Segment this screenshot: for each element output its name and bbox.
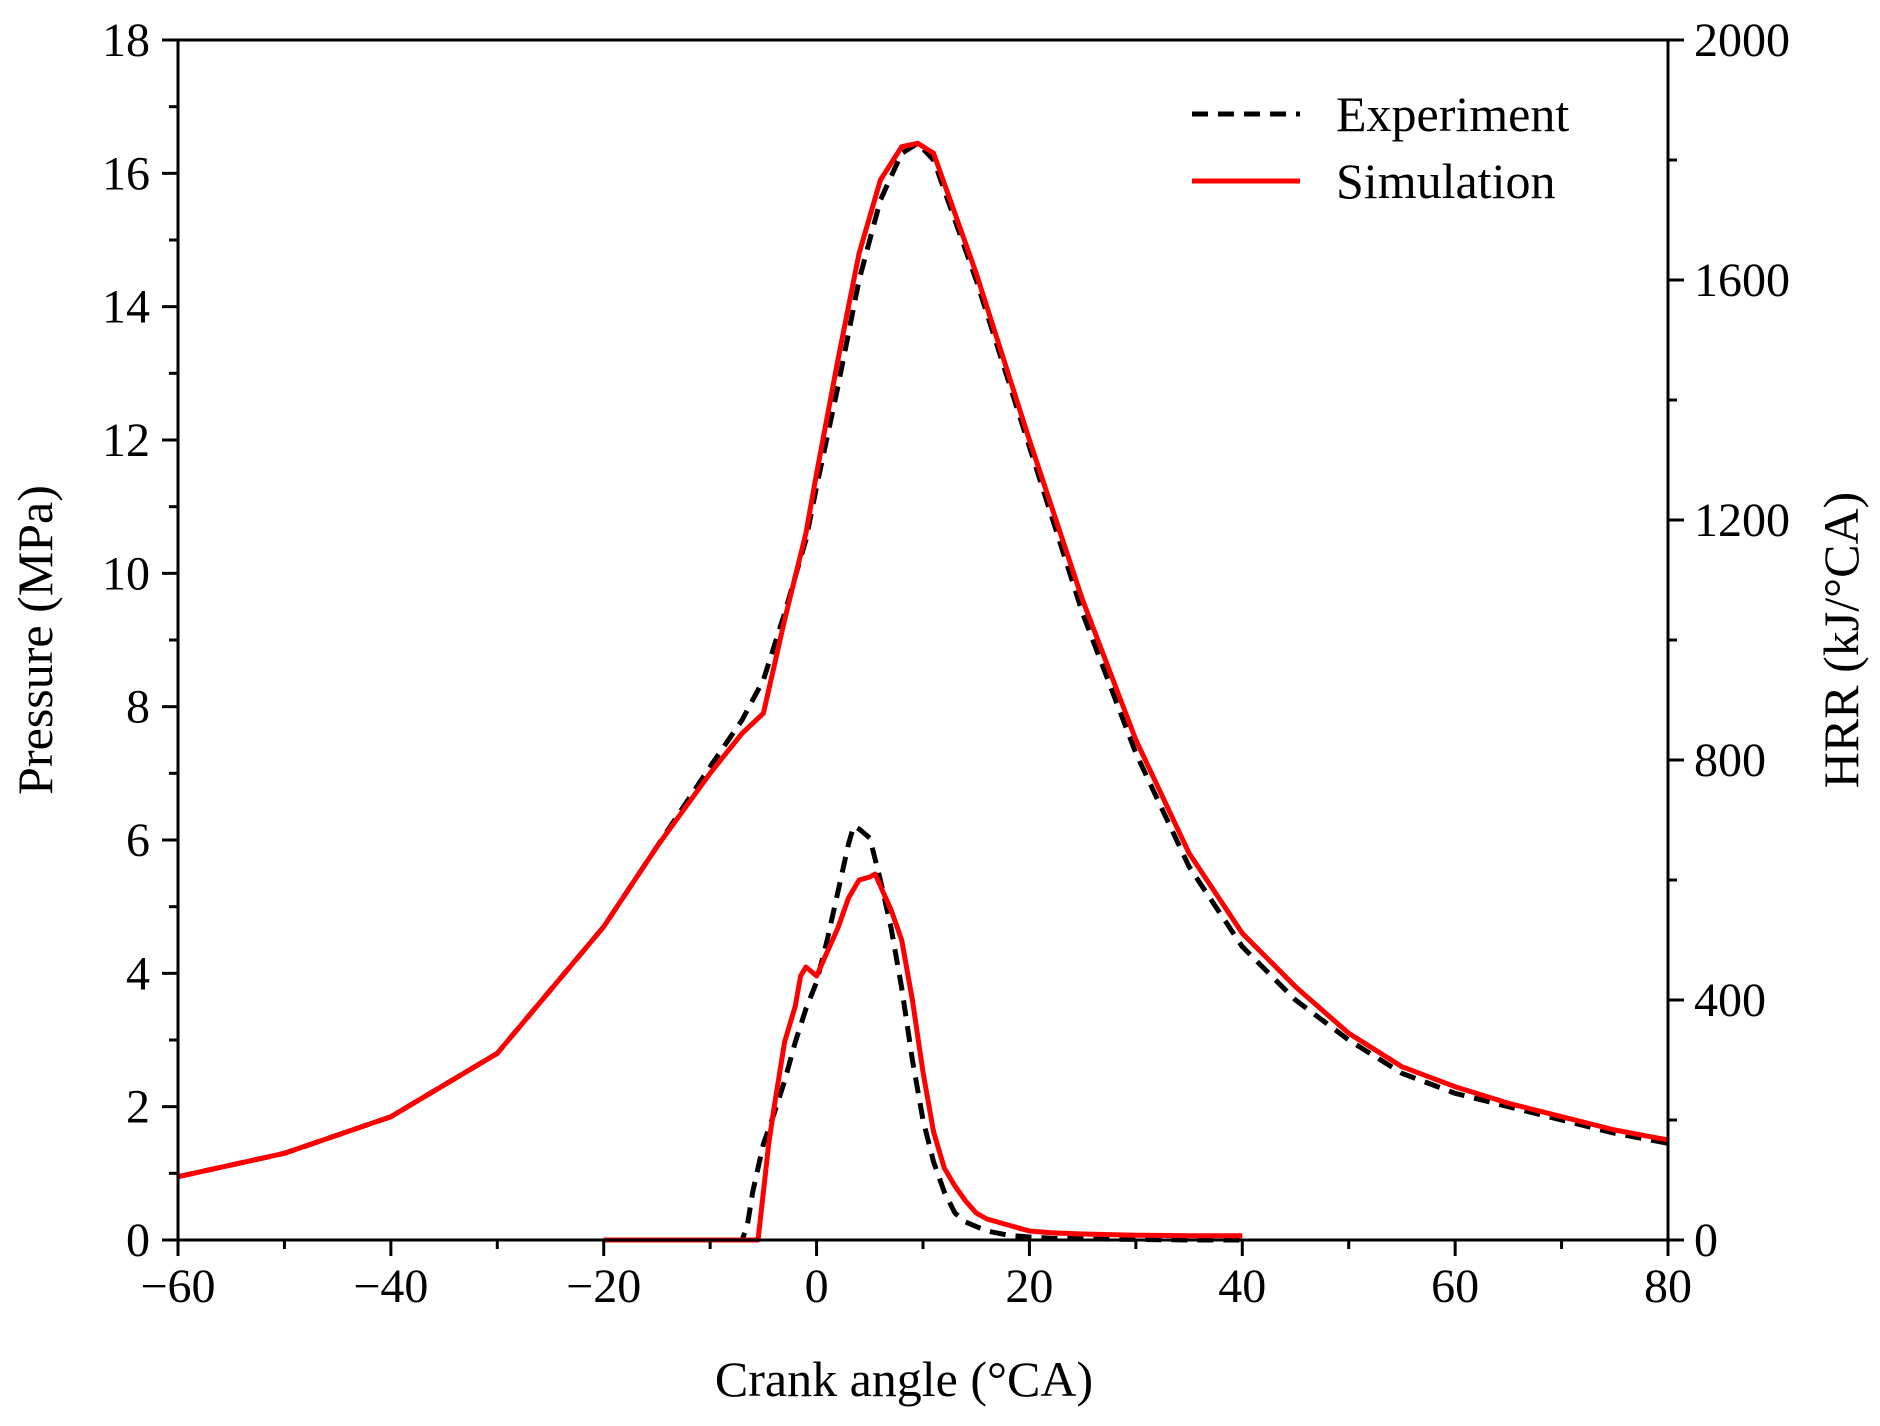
x-tick-label: −40 — [353, 1260, 428, 1313]
y-tick-label: 2 — [126, 1081, 150, 1134]
x-axis-title: Crank angle (°CA) — [715, 1351, 1093, 1407]
y-tick-label: 0 — [126, 1214, 150, 1267]
legend-label-experiment: Experiment — [1336, 86, 1569, 142]
y2-tick-labels: 0 400 800 1200 1600 2000 — [1694, 14, 1790, 1267]
x-tick-label: 20 — [1005, 1260, 1053, 1313]
series-simulation-hrr — [603, 871, 1243, 1243]
y-tick-label: 4 — [126, 947, 150, 1000]
x-tick-label: 40 — [1218, 1260, 1266, 1313]
legend: Experiment Simulation — [1192, 86, 1569, 209]
y-tick-labels: 0 2 4 6 8 10 12 14 16 18 — [102, 14, 150, 1267]
x-tick-label: −20 — [566, 1260, 641, 1313]
y-tick-label: 16 — [102, 147, 150, 200]
series-simulation-pressure — [177, 140, 1669, 1180]
y2-tick-label: 800 — [1694, 734, 1766, 787]
x-tick-label: −60 — [140, 1260, 215, 1313]
y-tick-label: 12 — [102, 414, 150, 467]
y2-tick-label: 1600 — [1694, 254, 1790, 307]
x-tick-labels: −60 −40 −20 0 20 40 60 80 — [140, 1260, 1692, 1313]
ticks-layer — [162, 38, 1684, 1256]
y2-tick-label: 2000 — [1694, 14, 1790, 67]
x-tick-label: 60 — [1431, 1260, 1479, 1313]
x-tick-label: 80 — [1644, 1260, 1692, 1313]
y-tick-label: 6 — [126, 814, 150, 867]
legend-label-simulation: Simulation — [1336, 153, 1555, 209]
y-tick-label: 10 — [102, 547, 150, 600]
y-tick-label: 18 — [102, 14, 150, 67]
series-layer — [177, 140, 1669, 1243]
y-tick-label: 8 — [126, 681, 150, 734]
y-axis-title: Pressure (MPa) — [7, 485, 63, 795]
y-tick-label: 14 — [102, 281, 150, 334]
y2-tick-label: 1200 — [1694, 494, 1790, 547]
y2-tick-label: 0 — [1694, 1214, 1718, 1267]
series-experiment-hrr — [603, 823, 1243, 1243]
y2-tick-label: 400 — [1694, 974, 1766, 1027]
y2-axis-title: HRR (kJ/°CA) — [1813, 492, 1869, 788]
x-tick-label: 0 — [805, 1260, 829, 1313]
series-experiment-pressure — [177, 140, 1669, 1180]
